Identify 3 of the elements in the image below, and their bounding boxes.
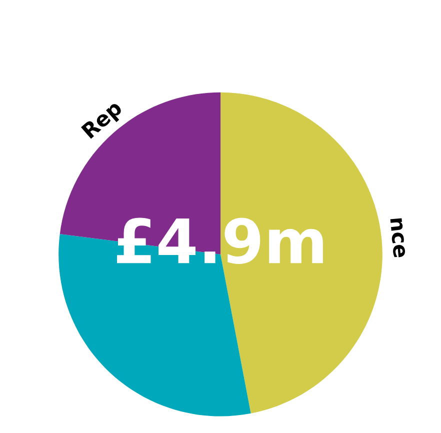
text: £4.9m <box>117 218 323 264</box>
slice-label: Rep <box>81 99 126 142</box>
slice-label: nce <box>390 218 406 258</box>
